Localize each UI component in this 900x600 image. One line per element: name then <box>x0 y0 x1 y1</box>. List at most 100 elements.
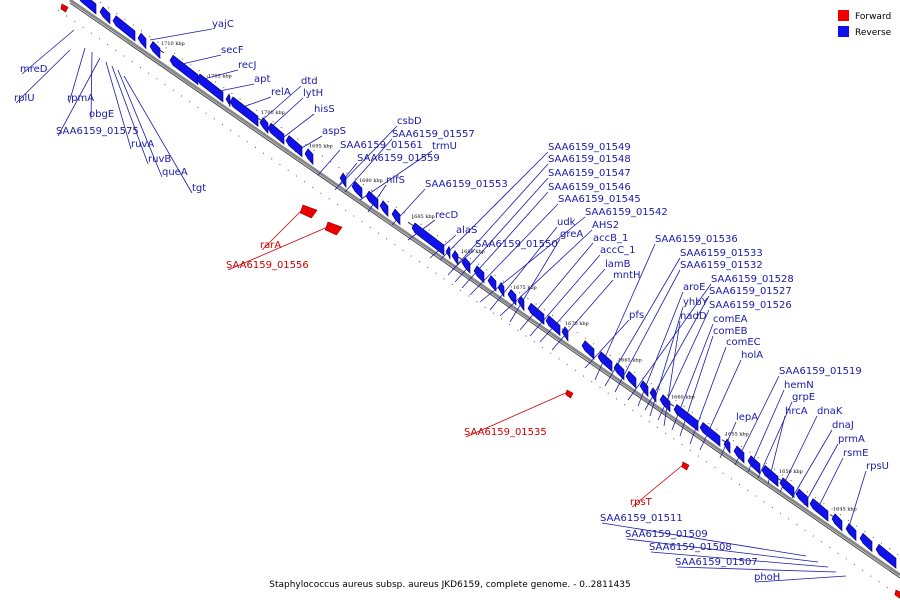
leader-line <box>439 151 549 261</box>
forward-track <box>57 9 899 596</box>
gene-label: accC_1 <box>600 245 635 256</box>
leader-line <box>451 248 476 271</box>
gene-label: SAA6159_01509 <box>625 529 708 540</box>
leader-line <box>719 421 737 459</box>
leader-line <box>489 226 558 311</box>
gene-label: AHS2 <box>592 220 619 231</box>
leader-line <box>650 551 829 568</box>
gene-label: mreD <box>20 64 48 75</box>
leader-line <box>344 138 393 193</box>
reverse-gene-block <box>473 265 485 284</box>
gene-label: rsmE <box>843 448 868 459</box>
legend-reverse-label: Reverse <box>855 28 892 38</box>
reverse-gene-block <box>196 73 224 103</box>
leader-line <box>279 113 315 141</box>
gene-label: SAA6159_01542 <box>585 207 668 218</box>
leader-line <box>671 323 714 431</box>
gene-label: yajC <box>212 19 234 30</box>
reverse-gene-block <box>351 180 363 200</box>
leader-line <box>637 291 684 407</box>
gene-label: SAA6159_01535 <box>464 427 547 438</box>
scale-tick-label: 1660 kbp <box>671 394 695 400</box>
reverse-gene-block <box>285 135 303 158</box>
scale-tick-label: 1675 kbp <box>513 285 537 291</box>
reverse-gene-block <box>597 351 613 373</box>
reverse-gene-block <box>487 275 497 292</box>
leader-lines <box>15 28 867 583</box>
scale-tick-label: 1670 kbp <box>565 321 589 327</box>
gene-label: dtd <box>301 76 318 87</box>
gene-label: SAA6159_01546 <box>548 182 631 193</box>
leader-line <box>791 429 833 499</box>
leader-line <box>239 96 272 109</box>
reverse-gene-block <box>304 148 314 166</box>
gene-label: trmU <box>432 141 457 152</box>
leader-line <box>627 283 712 401</box>
leader-line <box>604 257 681 387</box>
reverse-gene-block <box>225 93 231 107</box>
gene-label: holA <box>741 350 763 361</box>
reverse-gene-block <box>507 288 517 306</box>
gene-label: rpsT <box>630 497 653 508</box>
gene-label: SAA6159_01549 <box>548 142 631 153</box>
leader-line <box>391 188 426 226</box>
gene-label: relA <box>271 87 291 98</box>
reverse-gene-block <box>699 421 721 447</box>
gene-label: SAA6159_01533 <box>680 248 763 259</box>
leader-line <box>551 279 614 351</box>
gene-label: SAA6159_01532 <box>680 260 763 271</box>
gene-label: yhbY <box>683 297 709 308</box>
leader-line <box>689 346 727 445</box>
gene-label: nadD <box>680 311 707 322</box>
leader-line <box>407 219 436 241</box>
gene-label: SAA6159_01575 <box>56 126 139 137</box>
leader-line <box>779 415 818 493</box>
leader-line <box>111 65 149 165</box>
reverse-gene-block <box>561 326 569 342</box>
scale-tick-label: 1700 kbp <box>261 110 285 116</box>
gene-label: secF <box>221 45 244 56</box>
scale-tick-label: 1680 kbp <box>461 249 485 255</box>
leader-line <box>461 191 549 289</box>
leader-line <box>339 125 398 186</box>
gene-label: SAA6159_01519 <box>779 366 862 377</box>
forward-gene-block <box>681 461 690 471</box>
leader-line <box>199 69 239 81</box>
leader-line <box>454 177 549 283</box>
legend-forward-label: Forward <box>855 12 891 22</box>
gene-label: SAA6159_01536 <box>655 234 738 245</box>
forward-gene-block <box>60 3 69 13</box>
reverse-gene-block <box>545 315 561 337</box>
gene-label: pfs <box>629 310 644 321</box>
leader-line <box>815 457 844 513</box>
gene-label: SAA6159_01507 <box>675 557 758 568</box>
scale-tick-label: 1650 kbp <box>779 469 803 475</box>
gene-label: nifS <box>386 175 405 186</box>
reverse-gene-block <box>859 532 873 553</box>
leader-line <box>847 470 867 531</box>
gene-label: SAA6159_01561 <box>340 140 423 151</box>
leader-line <box>227 225 331 271</box>
gene-label: obgE <box>89 109 114 120</box>
forward-gene-block <box>894 589 900 599</box>
gene-label: SAA6159_01557 <box>392 129 475 140</box>
leader-line <box>679 335 714 437</box>
leader-line <box>657 309 710 421</box>
leader-line <box>429 234 457 259</box>
reverse-gene-block <box>625 370 637 389</box>
reverse-gene-block <box>137 32 147 50</box>
scale-tick-label: 1695 kbp <box>309 143 333 149</box>
leader-line <box>594 243 656 381</box>
gene-label: comEA <box>713 314 748 325</box>
gene-label: lepA <box>736 412 758 423</box>
gene-label: comEC <box>726 337 761 348</box>
genome-backbone <box>69 0 900 577</box>
gene-label: ruvB <box>148 154 171 165</box>
leader-line <box>214 83 255 93</box>
scale-tick-label: 1690 kbp <box>359 178 383 184</box>
scale-tick-label: 1665 kbp <box>618 358 642 364</box>
reverse-gene-block <box>229 96 259 127</box>
reverse-gene-block <box>379 200 389 218</box>
